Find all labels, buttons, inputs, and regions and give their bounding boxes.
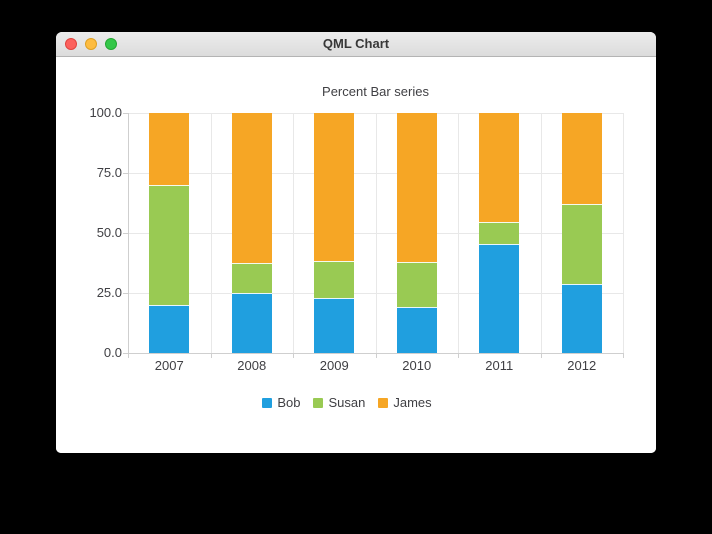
x-gridline [623,113,624,353]
x-axis-tick-label: 2010 [402,358,432,373]
bar-segment-james [149,113,190,185]
y-axis-line [128,113,129,353]
x-axis-tick [128,353,129,358]
bar-segment-susan [561,204,602,285]
legend-item-susan: Susan [313,395,365,410]
bar-segment-james [561,113,602,205]
bar-segment-bob [396,307,437,353]
close-button[interactable] [65,38,77,50]
x-gridline [375,113,377,353]
x-axis-tick-label: 2009 [319,358,349,373]
legend-label: Susan [328,395,366,410]
legend-label: Bob [277,395,301,410]
bar-segment-james [231,113,272,263]
bar-segment-james [479,113,520,223]
x-axis-tick-label: 2011 [485,358,514,373]
x-axis-tick-label: 2012 [567,358,597,373]
legend-item-james: James [378,395,432,410]
window-title: QML Chart [322,36,390,51]
legend-label: James [393,395,432,410]
y-axis-tick-label: 75.0 [96,165,122,180]
bar-segment-susan [149,185,190,305]
x-axis-tick-label: 2007 [154,358,184,373]
bar-segment-susan [396,261,437,308]
x-axis-tick [623,353,624,358]
x-gridline [540,113,542,353]
bar-segment-james [314,113,355,261]
y-axis-tick [123,233,128,234]
legend-marker-susan [313,397,324,408]
chart-legend: Bob Susan James [56,395,647,410]
bar-segment-bob [314,297,355,353]
x-axis-line [128,353,624,354]
y-axis-tick-label: 50.0 [96,225,122,240]
legend-marker-james [378,397,389,408]
chart-view: Percent Bar series 0.0 25.0 50.0 75.0 100.0 2… [56,57,656,453]
app-window: QML Chart Percent Bar series 0.0 25.0 50.0… [56,32,656,453]
y-axis-tick [123,293,128,294]
legend-marker-bob [262,397,273,408]
bar-segment-bob [231,293,272,353]
x-gridline [210,113,212,353]
bar-segment-bob [479,243,520,353]
x-gridline [293,113,294,353]
legend-item-bob: Bob [262,395,300,410]
plot-area: 0.0 25.0 50.0 75.0 100.0 2007 2008 2009 2010 2011… [56,57,656,453]
chart-title: Percent Bar series [322,84,429,99]
y-axis-tick [123,353,128,354]
y-axis-tick-label: 25.0 [96,285,122,300]
x-axis-tick [458,353,459,358]
bar-segment-susan [314,260,355,298]
x-axis-tick [375,353,377,358]
y-axis-tick-label: 0.0 [103,345,122,360]
bar-segment-susan [479,222,520,244]
bar-segment-susan [231,263,272,293]
y-axis-tick [123,113,128,114]
y-axis-tick-label: 100.0 [89,105,122,120]
minimize-button[interactable] [85,38,97,50]
window-titlebar[interactable]: QML Chart [56,32,656,57]
x-gridline [458,113,459,353]
bar-segment-bob [561,284,602,353]
bar-segment-bob [149,305,190,353]
zoom-button[interactable] [105,38,117,50]
x-axis-tick [293,353,294,358]
x-axis-tick-label: 2008 [237,358,267,373]
y-axis-tick [123,173,128,174]
bar-segment-james [396,113,437,262]
x-axis-tick [540,353,542,358]
x-axis-tick [210,353,212,358]
